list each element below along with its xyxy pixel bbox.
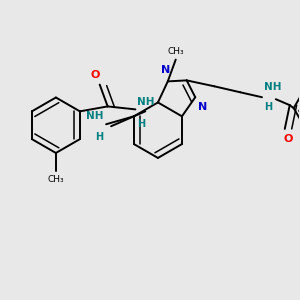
Text: N: N (198, 102, 208, 112)
Text: O: O (283, 134, 292, 144)
Text: NH: NH (86, 111, 103, 121)
Text: H: H (95, 132, 103, 142)
Text: N: N (161, 65, 170, 75)
Text: CH₃: CH₃ (48, 175, 64, 184)
Text: O: O (90, 70, 100, 80)
Text: H: H (264, 102, 272, 112)
Text: NH: NH (137, 98, 155, 107)
Text: NH: NH (264, 82, 281, 92)
Text: CH₃: CH₃ (167, 46, 184, 56)
Text: H: H (137, 119, 146, 129)
